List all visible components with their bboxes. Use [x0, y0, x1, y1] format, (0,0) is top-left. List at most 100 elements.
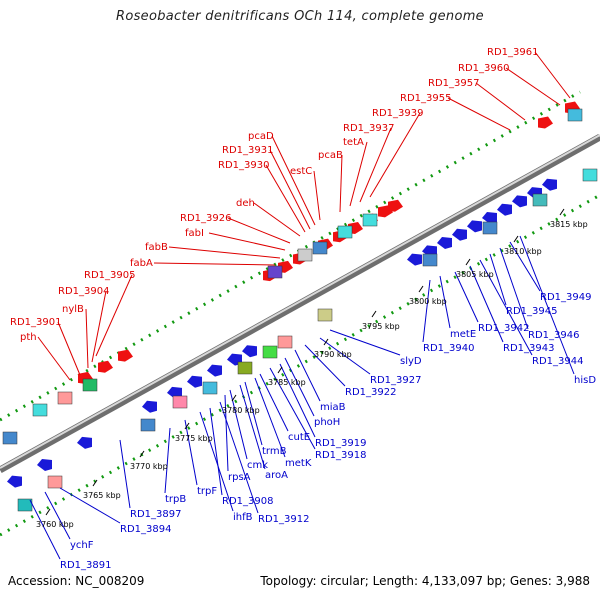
reverse-gene-label: RD1_3940	[423, 343, 474, 354]
genes-layer	[2, 101, 598, 512]
leader-line	[164, 427, 171, 494]
forward-gene-label: nylB	[62, 304, 84, 315]
leader-line	[271, 135, 316, 226]
reverse-gene-arrow	[142, 400, 157, 413]
forward-gene-label: estC	[290, 166, 312, 177]
accession-text: Accession: NC_008209	[8, 574, 145, 588]
reverse-gene-label: RD1_3942	[478, 323, 529, 334]
forward-gene-label: pcaB	[318, 150, 343, 161]
kbp-tick-mark	[139, 450, 145, 458]
leader-line	[294, 349, 321, 402]
leader-line	[253, 202, 301, 237]
reverse-gene-label: RD1_3897	[130, 509, 181, 520]
feature-box	[262, 345, 278, 359]
kbp-tick-label: 3810 kbp	[504, 247, 542, 256]
forward-gene-label: RD1_3926	[180, 213, 231, 224]
reverse-gene-arrow	[77, 436, 92, 449]
reverse-gene-label: RD1_3919	[315, 438, 366, 449]
reverse-gene-label: RD1_3927	[370, 375, 421, 386]
feature-box	[317, 308, 333, 322]
feature-box	[140, 418, 156, 432]
forward-gene-label: RD1_3960	[458, 63, 509, 74]
forward-gene-label: pth	[20, 332, 37, 343]
kbp-tick-mark	[513, 235, 519, 243]
reverse-gene-label: RD1_3946	[528, 330, 579, 341]
kbp-tick-label: 3800 kbp	[409, 297, 447, 306]
reverse-gene-arrow	[452, 228, 467, 241]
kbp-tick-label: 3795 kbp	[362, 322, 400, 331]
forward-gene-label: fabI	[185, 228, 204, 239]
reverse-gene-label: RD1_3918	[315, 450, 366, 461]
leader-line	[319, 337, 371, 375]
leader-line	[369, 112, 421, 198]
kbp-tick-mark	[465, 258, 471, 266]
kbp-tick-mark	[231, 394, 237, 402]
backbone	[0, 133, 600, 474]
leader-line	[422, 279, 431, 343]
feature-box	[2, 431, 18, 445]
leader-line	[329, 329, 401, 356]
tick-track-inner	[0, 193, 600, 537]
feature-box	[582, 168, 598, 182]
leader-line	[209, 407, 223, 496]
feature-box	[422, 253, 438, 267]
leader-line	[489, 253, 507, 306]
feature-box	[297, 248, 313, 262]
forward-gene-label: pcaD	[248, 131, 274, 142]
feature-box	[47, 475, 63, 489]
leader-line	[244, 381, 263, 446]
forward-gene-arrow	[98, 360, 113, 373]
reverse-gene-label: rpsA	[228, 472, 251, 483]
kbp-tick-mark	[418, 285, 424, 293]
reverse-gene-label: ychF	[70, 540, 94, 551]
leader-line	[29, 499, 61, 560]
reverse-gene-label: aroA	[265, 470, 288, 481]
leader-line	[509, 241, 541, 292]
reverse-gene-arrow	[407, 253, 422, 266]
reverse-gene-label: metE	[450, 329, 476, 340]
tick-track-outer	[0, 90, 581, 422]
reverse-gene-label: RD1_3912	[258, 514, 309, 525]
forward-gene-label: fabA	[130, 258, 153, 269]
leader-line	[279, 363, 316, 438]
leader-line	[199, 411, 234, 512]
kbp-tick-mark	[184, 422, 190, 430]
reverse-gene-arrow	[242, 345, 257, 358]
kbp-tick-mark	[559, 208, 565, 216]
kbp-tick-mark	[277, 366, 283, 374]
reverse-gene-arrow	[7, 475, 22, 488]
forward-gene-label: RD1_3957	[428, 78, 479, 89]
reverse-gene-label: trpB	[165, 494, 186, 505]
reverse-gene-label: RD1_3945	[506, 306, 557, 317]
forward-gene-label: RD1_3930	[218, 160, 269, 171]
leader-line	[168, 246, 281, 259]
forward-gene-label: RD1_3937	[343, 123, 394, 134]
forward-gene-label: RD1_3961	[487, 47, 538, 58]
forward-gene-label: tetA	[343, 137, 364, 148]
reverse-gene-label: RD1_3908	[222, 496, 273, 507]
leader-line	[85, 308, 89, 369]
reverse-gene-label: metK	[285, 458, 312, 469]
leader-line	[254, 377, 286, 458]
feature-box	[237, 361, 253, 375]
feature-box	[277, 335, 293, 349]
reverse-gene-arrow	[512, 195, 527, 208]
reverse-gene-label: RD1_3944	[532, 356, 583, 367]
leader-line	[479, 259, 533, 356]
feature-box	[267, 265, 283, 279]
leader-line	[359, 127, 392, 203]
leader-line	[239, 384, 266, 470]
leader-line	[229, 389, 248, 460]
reverse-gene-label: RD1_3949	[540, 292, 591, 303]
reverse-gene-arrow	[207, 364, 222, 377]
leader-line	[454, 271, 479, 323]
leader-line	[505, 67, 561, 106]
leader-line	[447, 97, 511, 131]
leader-line	[259, 373, 289, 432]
feature-box	[32, 403, 48, 417]
kbp-tick-mark	[371, 310, 377, 318]
leader-line	[469, 265, 504, 343]
leader-line	[91, 290, 107, 363]
leader-line	[57, 321, 81, 376]
